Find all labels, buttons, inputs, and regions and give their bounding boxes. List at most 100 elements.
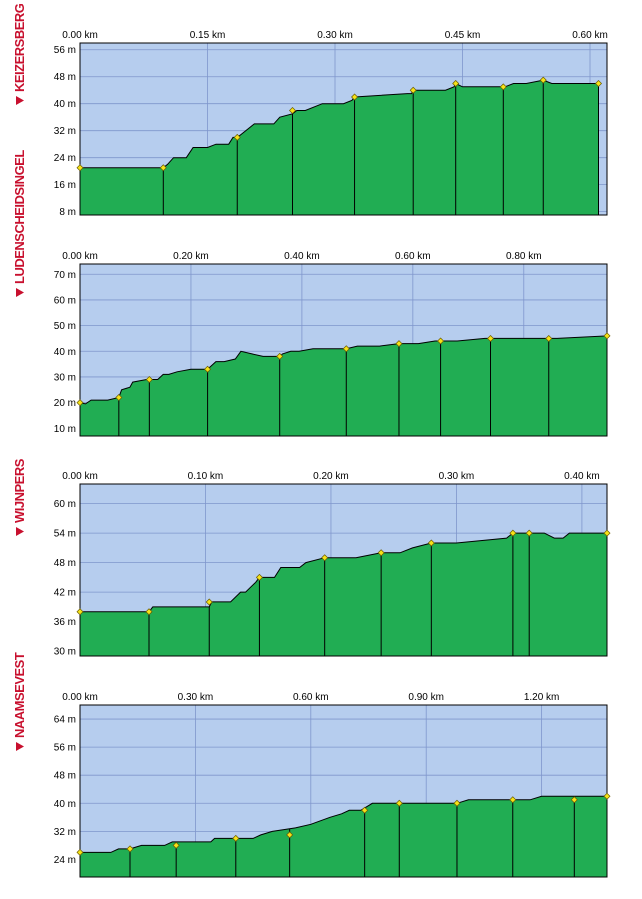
segment-marker bbox=[539, 76, 547, 84]
x-tick-label: 0.00 km bbox=[62, 251, 98, 262]
x-tick-label: 0.00 km bbox=[62, 692, 98, 703]
segment-marker bbox=[321, 554, 329, 562]
y-tick-label: 24 m bbox=[54, 153, 76, 164]
climb-warning-icon bbox=[16, 742, 24, 751]
segment-marker bbox=[509, 529, 517, 537]
y-tick-label: 30 m bbox=[54, 647, 76, 658]
segment-marker bbox=[603, 529, 611, 537]
segment-marker bbox=[255, 573, 263, 581]
x-tick-label: 0.10 km bbox=[188, 471, 224, 482]
segment-marker bbox=[395, 799, 403, 807]
plot-frame bbox=[79, 42, 608, 216]
y-tick-label: 10 m bbox=[54, 424, 76, 435]
climb-name-label: KEIZERSBERG bbox=[12, 3, 27, 92]
elevation-chart-keizersberg: 0.00 km 0.15 km 0.30 km 0.45 km 0.60 km 8 m 16… bbox=[12, 3, 608, 218]
y-tick-label: 42 m bbox=[54, 588, 76, 599]
y-tick-label: 50 m bbox=[54, 321, 76, 332]
segment-marker bbox=[427, 539, 435, 547]
y-tick-label: 60 m bbox=[54, 295, 76, 306]
y-tick-label: 48 m bbox=[54, 72, 76, 83]
segment-marker bbox=[233, 133, 241, 141]
segment-marker bbox=[76, 848, 84, 856]
segment-marker bbox=[487, 334, 494, 342]
segment-marker bbox=[452, 79, 460, 87]
y-tick-label: 40 m bbox=[54, 799, 76, 810]
segment-marker bbox=[525, 529, 533, 537]
x-tick-label: 0.30 km bbox=[439, 471, 475, 482]
elevation-chart-wijnpers: 0.00 km 0.10 km 0.20 km 0.30 km 0.40 km 30 m 3… bbox=[12, 458, 611, 658]
segment-marker bbox=[351, 93, 359, 101]
y-tick-label: 20 m bbox=[54, 398, 76, 409]
climb-name-label: LUDENSCHEIDSINGEL bbox=[12, 150, 27, 284]
x-tick-label: 0.20 km bbox=[313, 471, 349, 482]
y-tick-label: 36 m bbox=[54, 617, 76, 628]
segment-marker bbox=[499, 83, 507, 91]
y-tick-label: 32 m bbox=[54, 126, 76, 137]
y-tick-label: 40 m bbox=[54, 99, 76, 110]
x-tick-label: 0.30 km bbox=[317, 30, 353, 41]
segment-marker bbox=[395, 340, 403, 348]
segment-marker bbox=[437, 337, 445, 345]
x-tick-label: 0.00 km bbox=[62, 471, 98, 482]
segment-marker bbox=[453, 799, 461, 807]
segment-marker bbox=[342, 345, 350, 353]
y-tick-label: 64 m bbox=[54, 715, 76, 726]
x-tick-label: 0.80 km bbox=[506, 251, 542, 262]
x-tick-label: 0.20 km bbox=[173, 251, 209, 262]
segment-marker bbox=[204, 365, 212, 373]
segment-marker bbox=[159, 164, 167, 172]
elevation-chart-ludenscheidsingel: 0.00 km 0.20 km 0.40 km 0.60 km 0.80 km 10 m 2… bbox=[12, 150, 611, 437]
segment-marker bbox=[409, 86, 417, 94]
y-tick-label: 56 m bbox=[54, 45, 76, 56]
segment-marker bbox=[603, 792, 611, 800]
segment-marker bbox=[145, 376, 153, 384]
y-tick-label: 24 m bbox=[54, 855, 76, 866]
climb-warning-icon bbox=[16, 527, 24, 536]
climb-name-label: WIJNPERS bbox=[12, 458, 27, 523]
segment-marker bbox=[595, 79, 602, 87]
x-tick-label: 0.30 km bbox=[178, 692, 214, 703]
climb-name-label: NAAMSEVEST bbox=[12, 652, 27, 738]
plot-frame bbox=[79, 704, 608, 878]
segment-marker bbox=[145, 608, 153, 616]
y-tick-label: 48 m bbox=[54, 558, 76, 569]
segment-marker bbox=[232, 834, 240, 842]
climb-warning-icon bbox=[16, 96, 24, 105]
elevation-area bbox=[79, 532, 608, 657]
segment-marker bbox=[76, 608, 84, 616]
plot-frame bbox=[79, 263, 608, 437]
segment-marker bbox=[76, 399, 84, 407]
y-tick-label: 40 m bbox=[54, 347, 76, 358]
x-tick-label: 0.40 km bbox=[284, 251, 320, 262]
segment-marker bbox=[545, 334, 553, 342]
plot-frame bbox=[79, 483, 608, 657]
y-tick-label: 54 m bbox=[54, 529, 76, 540]
x-tick-label: 0.45 km bbox=[445, 30, 481, 41]
x-tick-label: 0.00 km bbox=[62, 30, 98, 41]
x-tick-label: 0.60 km bbox=[293, 692, 329, 703]
elevation-chart-naamsevest: 0.00 km 0.30 km 0.60 km 0.90 km 1.20 km 24 m 3… bbox=[12, 652, 611, 878]
segment-marker bbox=[115, 393, 123, 401]
segment-marker bbox=[377, 549, 385, 557]
x-tick-label: 0.15 km bbox=[190, 30, 226, 41]
climb-warning-icon bbox=[16, 288, 24, 297]
y-tick-label: 8 m bbox=[59, 207, 76, 218]
elevation-area bbox=[79, 79, 599, 216]
elevation-area bbox=[79, 335, 608, 437]
segment-marker bbox=[205, 598, 213, 606]
segment-marker bbox=[603, 332, 611, 340]
segment-marker bbox=[509, 796, 517, 804]
y-tick-label: 16 m bbox=[54, 180, 76, 191]
segment-marker bbox=[286, 831, 294, 839]
segment-marker bbox=[361, 806, 369, 814]
segment-marker bbox=[76, 164, 84, 172]
x-tick-label: 0.40 km bbox=[564, 471, 600, 482]
y-tick-label: 60 m bbox=[54, 499, 76, 510]
segment-marker bbox=[289, 106, 296, 114]
segment-marker bbox=[570, 796, 578, 804]
x-tick-label: 0.90 km bbox=[408, 692, 444, 703]
x-tick-label: 1.20 km bbox=[524, 692, 560, 703]
y-tick-label: 56 m bbox=[54, 743, 76, 754]
segment-marker bbox=[276, 352, 284, 360]
